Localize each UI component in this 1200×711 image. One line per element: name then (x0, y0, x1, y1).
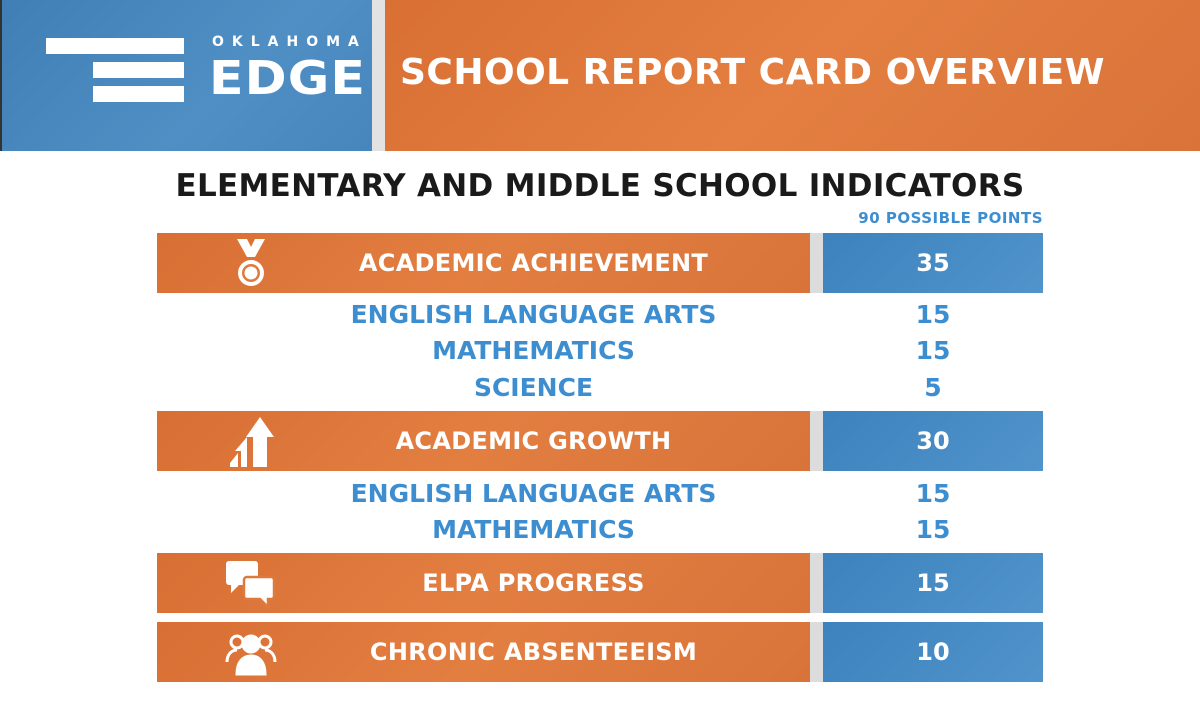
logo-edge: EDGE (209, 51, 367, 105)
indicator-points: 30 (823, 411, 1043, 471)
header-title-panel (385, 0, 1200, 151)
indicator-points: 35 (823, 233, 1043, 293)
sub-label: ENGLISH LANGUAGE ARTS (350, 300, 717, 329)
header-logo-panel: OKLAHOMA EDGE (0, 0, 372, 151)
indicator-label: ELPA PROGRESS (422, 569, 645, 597)
sub-label: SCIENCE (473, 373, 594, 402)
sub-points: 15 (915, 515, 951, 544)
indicator-academic-growth: ACADEMIC GROWTH 30 (157, 411, 1043, 471)
sub-indicator: ENGLISH LANGUAGE ARTS 15 (157, 479, 1043, 513)
sub-indicator: MATHEMATICS 15 (157, 336, 1043, 370)
sub-indicator: ENGLISH LANGUAGE ARTS 15 (157, 300, 1043, 334)
sub-indicator: SCIENCE 5 (157, 373, 1043, 407)
sub-label: MATHEMATICS (432, 336, 635, 365)
sub-label: ENGLISH LANGUAGE ARTS (350, 479, 717, 508)
page-title: SCHOOL REPORT CARD OVERVIEW (400, 52, 1105, 93)
medal-icon (237, 239, 265, 286)
growth-arrows-icon (230, 417, 274, 467)
indicator-points: 15 (823, 553, 1043, 613)
sub-points: 15 (915, 479, 951, 508)
sub-points: 15 (915, 336, 951, 365)
indicator-label: CHRONIC ABSENTEEISM (369, 638, 698, 666)
sub-indicator: MATHEMATICS 15 (157, 515, 1043, 549)
sub-points: 15 (915, 300, 951, 329)
speech-bubbles-icon (226, 561, 276, 609)
indicator-points: 10 (823, 622, 1043, 682)
sub-label: MATHEMATICS (432, 515, 635, 544)
possible-points: 90 POSSIBLE POINTS (858, 209, 1043, 227)
indicator-label: ACADEMIC GROWTH (395, 427, 672, 455)
people-icon (225, 634, 277, 676)
header-divider (372, 0, 385, 151)
indicator-elpa-progress: ELPA PROGRESS 15 (157, 553, 1043, 613)
logo-oklahoma: OKLAHOMA (212, 34, 367, 50)
indicator-chronic-absenteeism: CHRONIC ABSENTEEISM 10 (157, 622, 1043, 682)
sub-points: 5 (924, 373, 942, 402)
indicator-academic-achievement: ACADEMIC ACHIEVEMENT 35 (157, 233, 1043, 293)
section-title: ELEMENTARY AND MIDDLE SCHOOL INDICATORS (175, 168, 1025, 204)
indicator-label: ACADEMIC ACHIEVEMENT (358, 249, 709, 277)
